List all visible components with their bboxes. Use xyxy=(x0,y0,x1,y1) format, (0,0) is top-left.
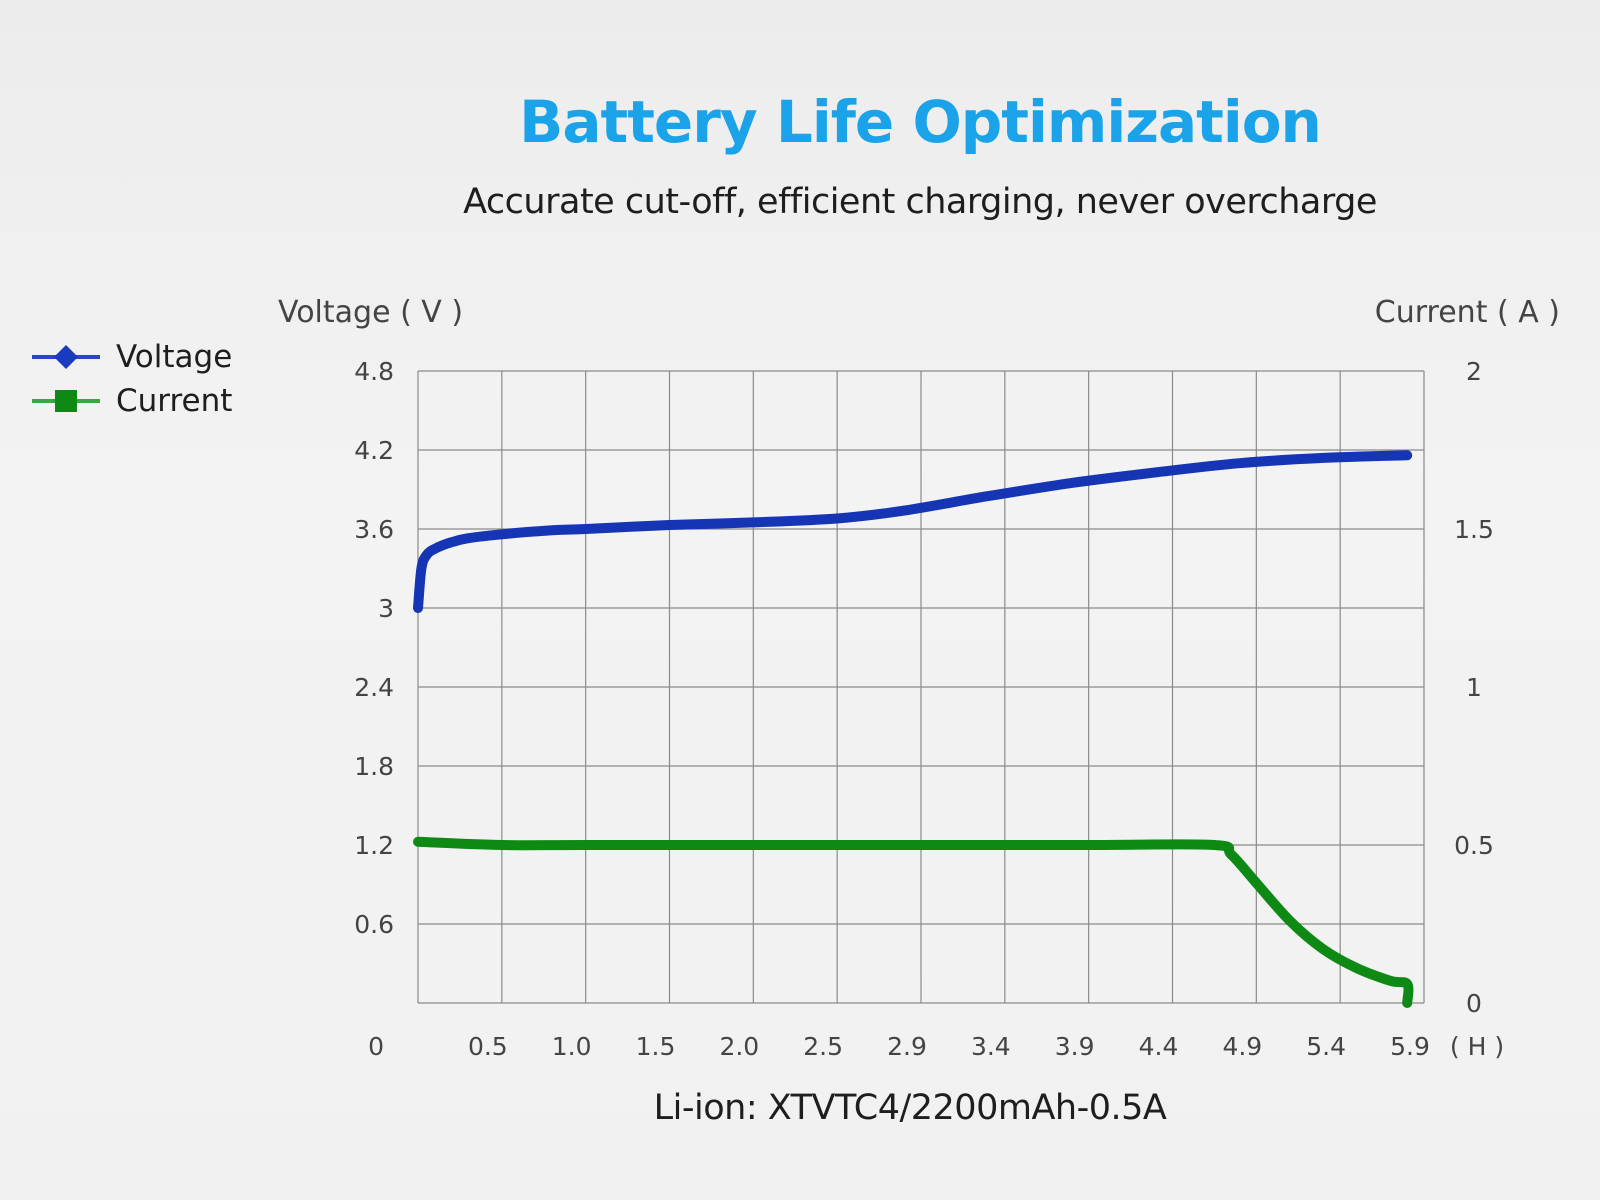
series-line-current xyxy=(413,836,1414,1008)
legend-label-voltage: Voltage xyxy=(116,339,233,375)
x-tick-label: 2.5 xyxy=(803,1032,843,1061)
y-tick-label-left: 0.6 xyxy=(354,910,394,939)
y-tick-label-left: 3 xyxy=(378,594,394,623)
series-line-voltage xyxy=(413,450,1413,613)
y-tick-label-left: 1.2 xyxy=(354,831,394,860)
series xyxy=(413,450,1414,1008)
x-tick-label: 4.9 xyxy=(1222,1032,1262,1061)
y-tick-label-left: 4.8 xyxy=(354,357,394,386)
x-tick-label: 2.0 xyxy=(719,1032,759,1061)
y-tick-label-right: 2 xyxy=(1466,357,1482,386)
y-tick-label-left: 0 xyxy=(368,1032,384,1061)
y-tick-label-right: 1 xyxy=(1466,673,1482,702)
legend-item-current: Current xyxy=(30,379,232,423)
y-tick-label-left: 4.2 xyxy=(354,436,394,465)
x-tick-label: 3.9 xyxy=(1055,1032,1095,1061)
legend-label-current: Current xyxy=(116,383,233,419)
y-axis-left-title: Voltage ( V ) xyxy=(278,295,464,330)
chart-subtitle: Accurate cut-off, efficient charging, ne… xyxy=(463,182,1377,222)
legend-item-voltage: Voltage xyxy=(30,335,232,379)
x-tick-label: 0.5 xyxy=(468,1032,508,1061)
y-tick-label-left: 1.8 xyxy=(354,752,394,781)
current-legend-icon xyxy=(32,390,100,412)
y-tick-label-right: 0.5 xyxy=(1454,831,1494,860)
chart-caption: Li-ion: XTVTC4/2200mAh-0.5A xyxy=(653,1088,1167,1128)
x-tick-label: 5.4 xyxy=(1306,1032,1346,1061)
x-axis-unit: ( H ) xyxy=(1450,1032,1504,1061)
grid xyxy=(417,370,1425,1004)
x-tick-label: 2.9 xyxy=(887,1032,927,1061)
tick-labels: 0 0.6 1.2 1.8 2.4 3 3.6 4.2 4.8 0 0.5 1 1.5 2 0.5 1.0 1.… xyxy=(354,357,1504,1061)
y-tick-label-right: 1.5 xyxy=(1454,515,1494,544)
x-tick-label: 3.4 xyxy=(971,1032,1011,1061)
y-tick-label-right: 0 xyxy=(1466,989,1482,1018)
x-tick-label: 4.4 xyxy=(1139,1032,1179,1061)
x-tick-label: 1.0 xyxy=(552,1032,592,1061)
y-tick-label-left: 3.6 xyxy=(354,515,394,544)
x-tick-label: 5.9 xyxy=(1390,1032,1430,1061)
legend: Voltage Current xyxy=(30,335,232,423)
x-tick-label: 1.5 xyxy=(636,1032,676,1061)
voltage-legend-icon xyxy=(32,345,100,369)
y-tick-label-left: 2.4 xyxy=(354,673,394,702)
chart-title: Battery Life Optimization xyxy=(519,88,1322,156)
y-axis-right-title: Current ( A ) xyxy=(1374,295,1560,330)
